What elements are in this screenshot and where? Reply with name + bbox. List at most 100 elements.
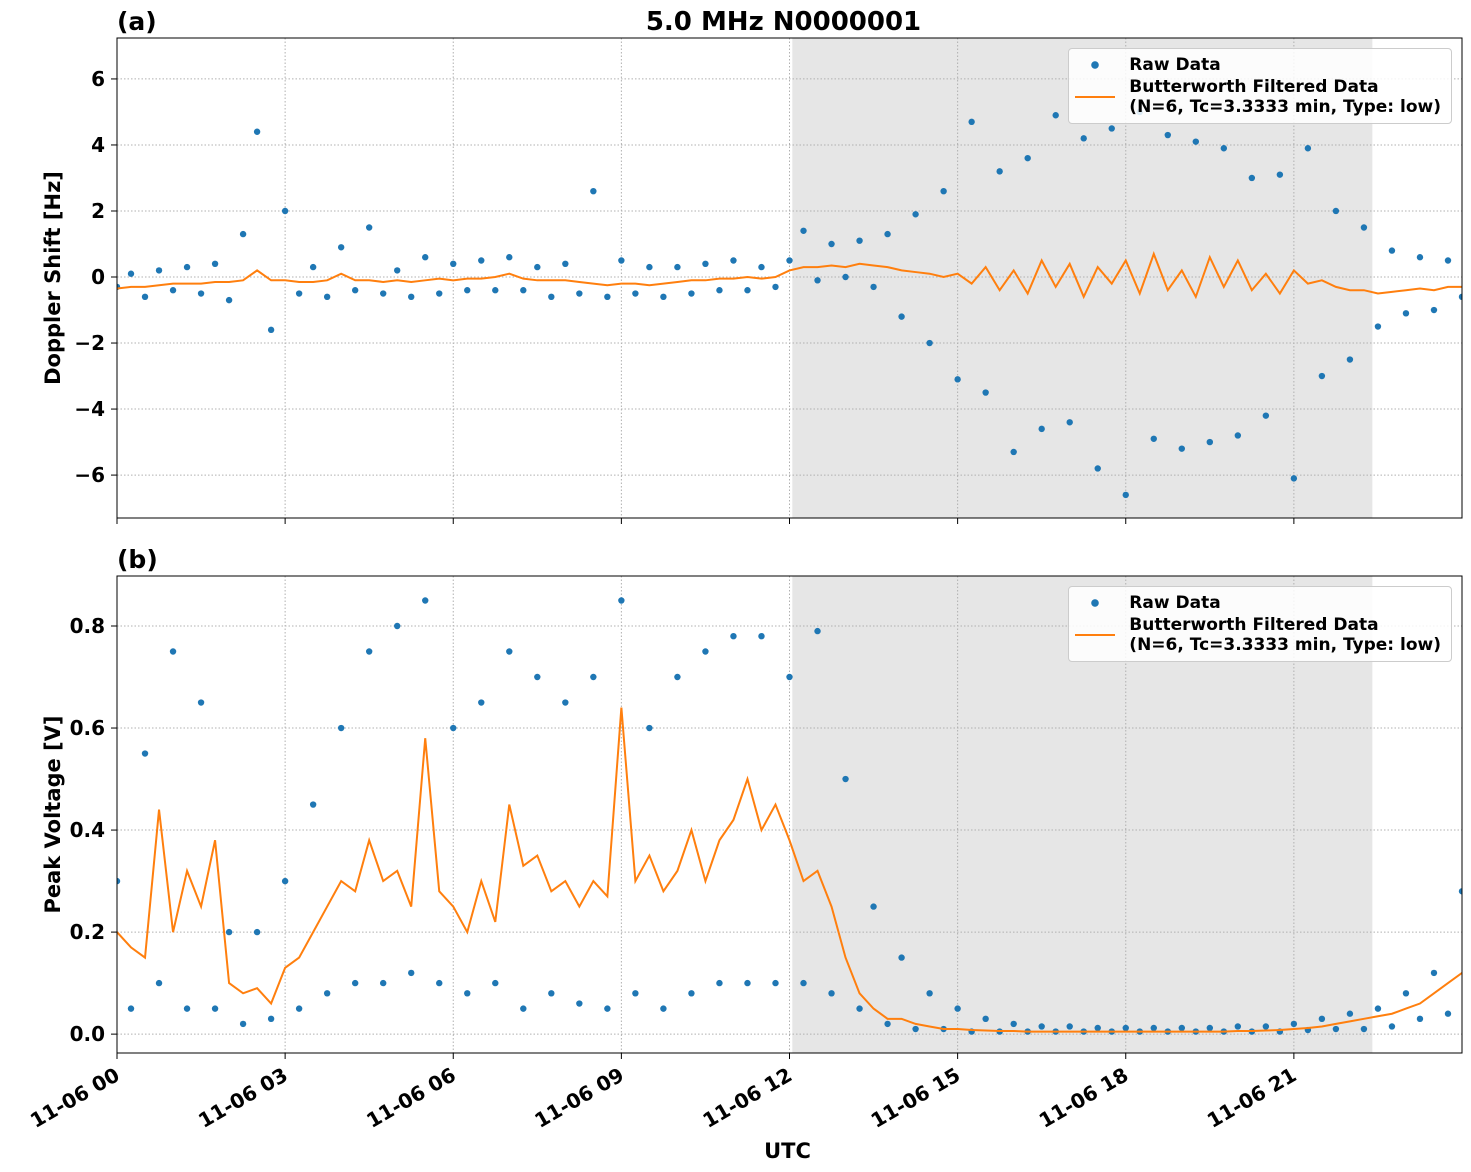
- x-tick-label: 11-06 06: [362, 1063, 460, 1133]
- data-point: [127, 270, 135, 277]
- data-point: [351, 979, 359, 987]
- data-point: [183, 263, 191, 271]
- plot-area: [117, 108, 1462, 499]
- data-point: [688, 290, 695, 297]
- data-point: [117, 877, 121, 885]
- data-point: [253, 128, 261, 135]
- data-point: [702, 260, 709, 268]
- data-point: [954, 376, 961, 383]
- data-point: [1010, 448, 1017, 456]
- data-point: [1066, 419, 1073, 426]
- legend: Raw Data Butterworth Filtered Data (N=6, …: [1068, 586, 1452, 662]
- data-point: [1178, 1024, 1185, 1032]
- data-point: [1402, 310, 1410, 317]
- data-point: [1416, 254, 1424, 261]
- data-point: [758, 263, 765, 271]
- data-point: [1388, 1023, 1396, 1030]
- data-point: [562, 699, 569, 706]
- plot-area: [117, 597, 1462, 1035]
- data-point: [562, 260, 569, 268]
- data-point: [478, 699, 485, 706]
- data-point: [1304, 145, 1312, 152]
- data-point: [814, 627, 821, 635]
- data-point: [1458, 888, 1462, 895]
- legend-key: [1075, 87, 1116, 107]
- x-axis-label: UTC: [764, 1139, 811, 1163]
- legend: Raw Data Butterworth Filtered Data (N=6, …: [1068, 48, 1452, 124]
- data-point: [1052, 112, 1059, 119]
- data-point: [842, 273, 849, 281]
- data-point: [982, 1015, 989, 1023]
- data-point: [408, 969, 415, 977]
- data-point: [926, 339, 933, 347]
- data-point: [1332, 207, 1340, 215]
- data-point: [155, 267, 163, 274]
- legend-label: Butterworth Filtered Data (N=6, Tc=3.333…: [1129, 615, 1441, 655]
- data-point: [1038, 425, 1045, 433]
- data-point: [323, 293, 331, 301]
- plot-frame: [116, 37, 1463, 519]
- data-point: [225, 296, 233, 304]
- data-point: [337, 244, 345, 251]
- data-point: [394, 622, 401, 630]
- data-point: [800, 979, 807, 987]
- data-point: [576, 290, 583, 297]
- data-point: [1416, 1015, 1424, 1023]
- data-point: [169, 648, 177, 655]
- data-point: [295, 1005, 303, 1012]
- data-point: [1066, 1023, 1073, 1030]
- y-tick-label: −6: [74, 463, 105, 487]
- y-axis-label: Peak Voltage [V]: [41, 715, 65, 913]
- data-point: [239, 230, 247, 238]
- data-point: [744, 287, 751, 294]
- data-point: [828, 240, 835, 248]
- data-point: [450, 260, 457, 268]
- data-point: [870, 283, 877, 291]
- data-point: [211, 1005, 219, 1012]
- data-point: [1458, 293, 1462, 301]
- legend-item: Butterworth Filtered Data (N=6, Tc=3.333…: [1075, 77, 1441, 117]
- data-point: [590, 187, 597, 195]
- data-point: [239, 1020, 247, 1028]
- data-point: [800, 227, 807, 234]
- data-point: [590, 673, 597, 681]
- y-tick-label: −2: [74, 331, 105, 355]
- x-tick-label: 11-06 09: [530, 1063, 628, 1133]
- data-point: [1318, 372, 1326, 380]
- data-point: [351, 287, 359, 294]
- data-point: [183, 1005, 191, 1012]
- y-axis-label: Doppler Shift [Hz]: [41, 171, 65, 385]
- data-point: [996, 168, 1003, 175]
- data-point: [281, 877, 289, 885]
- data-point: [422, 254, 429, 261]
- data-point: [1150, 435, 1157, 442]
- legend-item: Raw Data: [1075, 55, 1441, 75]
- data-point: [604, 1005, 611, 1012]
- data-point: [436, 290, 443, 297]
- data-point: [660, 293, 667, 301]
- legend-label: Raw Data: [1129, 593, 1221, 613]
- legend-item: Raw Data: [1075, 593, 1441, 613]
- legend-key: [1075, 593, 1116, 613]
- data-point: [295, 290, 303, 297]
- data-point: [982, 389, 989, 396]
- data-point: [323, 990, 331, 997]
- data-point: [968, 118, 975, 126]
- data-point: [1262, 1023, 1270, 1030]
- data-point: [912, 211, 919, 218]
- data-point: [744, 979, 751, 987]
- y-tick-label: −4: [74, 397, 105, 421]
- data-point: [660, 1005, 667, 1012]
- data-point: [842, 775, 849, 783]
- data-point: [1346, 356, 1354, 363]
- data-point: [1276, 171, 1284, 178]
- data-point: [365, 224, 373, 231]
- data-point: [309, 263, 317, 271]
- data-point: [506, 254, 513, 261]
- data-point: [772, 283, 779, 291]
- y-tick-label: 0.8: [70, 614, 105, 638]
- y-tick-label: 0.4: [70, 818, 105, 842]
- data-point: [1206, 1024, 1214, 1032]
- data-point: [1360, 224, 1368, 231]
- data-point: [856, 237, 863, 244]
